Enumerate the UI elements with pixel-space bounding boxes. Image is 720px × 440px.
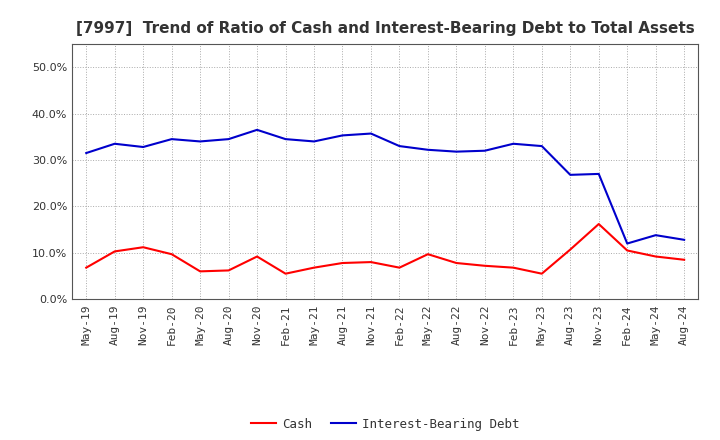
Interest-Bearing Debt (395, 143, 404, 149)
Cash (366, 260, 375, 265)
Interest-Bearing Debt (196, 139, 204, 144)
Interest-Bearing Debt (480, 148, 489, 154)
Cash (82, 265, 91, 270)
Cash (282, 271, 290, 276)
Interest-Bearing Debt (139, 144, 148, 150)
Line: Interest-Bearing Debt: Interest-Bearing Debt (86, 130, 684, 243)
Title: [7997]  Trend of Ratio of Cash and Interest-Bearing Debt to Total Assets: [7997] Trend of Ratio of Cash and Intere… (76, 21, 695, 36)
Cash (253, 254, 261, 259)
Interest-Bearing Debt (509, 141, 518, 147)
Interest-Bearing Debt (310, 139, 318, 144)
Cash (338, 260, 347, 266)
Legend: Cash, Interest-Bearing Debt: Cash, Interest-Bearing Debt (246, 413, 525, 436)
Interest-Bearing Debt (452, 149, 461, 154)
Interest-Bearing Debt (595, 171, 603, 176)
Cash (196, 269, 204, 274)
Interest-Bearing Debt (82, 150, 91, 156)
Cash (623, 248, 631, 253)
Cash (537, 271, 546, 276)
Interest-Bearing Debt (338, 133, 347, 138)
Interest-Bearing Debt (253, 127, 261, 132)
Cash (452, 260, 461, 266)
Line: Cash: Cash (86, 224, 684, 274)
Cash (423, 252, 432, 257)
Interest-Bearing Debt (566, 172, 575, 177)
Interest-Bearing Debt (680, 237, 688, 242)
Cash (480, 263, 489, 268)
Cash (167, 252, 176, 257)
Cash (566, 247, 575, 252)
Cash (225, 268, 233, 273)
Interest-Bearing Debt (110, 141, 119, 147)
Cash (139, 245, 148, 250)
Interest-Bearing Debt (167, 136, 176, 142)
Interest-Bearing Debt (537, 143, 546, 149)
Cash (310, 265, 318, 270)
Cash (652, 254, 660, 259)
Interest-Bearing Debt (623, 241, 631, 246)
Cash (395, 265, 404, 270)
Cash (595, 221, 603, 227)
Cash (680, 257, 688, 262)
Cash (110, 249, 119, 254)
Cash (509, 265, 518, 270)
Interest-Bearing Debt (366, 131, 375, 136)
Interest-Bearing Debt (423, 147, 432, 152)
Interest-Bearing Debt (282, 136, 290, 142)
Interest-Bearing Debt (225, 136, 233, 142)
Interest-Bearing Debt (652, 232, 660, 238)
